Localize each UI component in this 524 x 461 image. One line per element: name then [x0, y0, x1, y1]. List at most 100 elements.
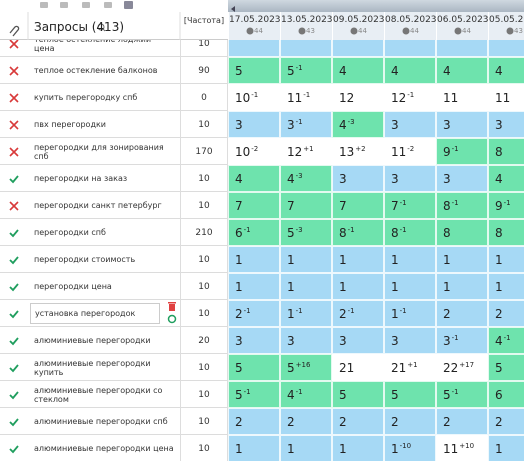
position-change: -2: [251, 144, 259, 153]
position-change: -1: [451, 198, 459, 207]
position: 1: [235, 441, 243, 456]
position: 4: [495, 333, 503, 348]
position-cell: 1: [332, 435, 384, 461]
position-cell: 11 +10: [436, 435, 488, 461]
status-on[interactable]: [8, 443, 20, 455]
position: 3: [495, 117, 503, 132]
query-text: перегородки стоимость: [34, 255, 136, 264]
position-change: -1: [295, 306, 303, 315]
position-cell: 1: [436, 273, 488, 300]
query-row: перегородки на заказ 10: [0, 165, 228, 192]
position-cell: 7: [228, 192, 280, 219]
position-cell: 1: [488, 246, 524, 273]
position-change: -1: [503, 333, 511, 342]
position: 3: [339, 333, 347, 348]
status-off[interactable]: [8, 38, 20, 50]
frequency: 10: [180, 111, 228, 138]
position-change: -1: [251, 90, 259, 99]
position-cell: 1 -10: [384, 435, 436, 461]
query-text: перегородки спб: [34, 228, 106, 237]
date-column-header: 06.05.2023 44: [436, 12, 489, 40]
position: 8: [495, 225, 503, 240]
query-text: перегородки цена: [34, 282, 112, 291]
position-change: -1: [347, 225, 355, 234]
position-cell: 1: [280, 273, 332, 300]
scroll-arrow[interactable]: [228, 3, 238, 15]
position-cell: 1: [228, 273, 280, 300]
toolbar-icons: [40, 1, 133, 9]
position-cell: 5 +16: [280, 354, 332, 381]
position-cell: 4: [436, 57, 488, 84]
position-cell: 1: [332, 246, 384, 273]
date-label: 05.05.2023: [489, 15, 524, 25]
scrollbar[interactable]: [228, 0, 524, 12]
position-cell: 1: [228, 246, 280, 273]
position: 1: [495, 441, 503, 456]
query-row: перегородки стоимость 10: [0, 246, 228, 273]
position: 2: [495, 414, 503, 429]
position-change: -1: [407, 90, 415, 99]
position-cell: 5 -1: [436, 381, 488, 408]
status-on[interactable]: [8, 173, 20, 185]
position-cell: 4 -3: [332, 111, 384, 138]
position-cell: 11: [488, 84, 524, 111]
position: 4: [339, 117, 347, 132]
position-cell: 22 +17: [436, 354, 488, 381]
position: 9: [443, 144, 451, 159]
position-cell: 2: [488, 408, 524, 435]
status-off[interactable]: [8, 119, 20, 131]
position-cell: 3: [384, 327, 436, 354]
position: 21: [339, 360, 355, 375]
search-icon[interactable]: [97, 23, 105, 31]
position: 1: [235, 279, 243, 294]
status-on[interactable]: [8, 254, 20, 266]
position-cell: 5: [228, 57, 280, 84]
frequency-header[interactable]: [Частота]: [183, 16, 225, 25]
status-off[interactable]: [8, 65, 20, 77]
position: 9: [495, 198, 503, 213]
status-off[interactable]: [8, 146, 20, 158]
position: 7: [339, 198, 347, 213]
header-left: Запросы (413) [Частота]: [0, 0, 228, 40]
position: 3: [443, 117, 451, 132]
status-on[interactable]: [8, 308, 20, 320]
position-cell: 8: [488, 219, 524, 246]
status-on[interactable]: [8, 362, 20, 374]
frequency: 10: [180, 300, 228, 327]
count-icon: [454, 27, 462, 35]
position: 3: [287, 333, 295, 348]
position-cell: 10 -2: [228, 138, 280, 165]
date-count: 43: [306, 27, 315, 35]
status-on[interactable]: [8, 335, 20, 347]
status-on[interactable]: [8, 281, 20, 293]
date-count-row: 43: [489, 27, 524, 35]
position: 1: [339, 252, 347, 267]
position-cell: 1: [384, 246, 436, 273]
status-on[interactable]: [8, 389, 20, 401]
frequency: 170: [180, 138, 228, 165]
position: 1: [339, 441, 347, 456]
frequency: 10: [180, 30, 228, 57]
position: 11: [443, 441, 459, 456]
position-change: -1: [243, 387, 251, 396]
position-cell: 3: [332, 327, 384, 354]
row-actions[interactable]: [166, 301, 178, 325]
position: 7: [287, 198, 295, 213]
position: 10: [235, 144, 251, 159]
position-change: -1: [451, 144, 459, 153]
status-off[interactable]: [8, 92, 20, 104]
position-cell: 1: [280, 246, 332, 273]
frequency: 210: [180, 219, 228, 246]
status-on[interactable]: [8, 416, 20, 428]
position: 12: [391, 90, 407, 105]
position: 11: [391, 144, 407, 159]
query-row: перегородки санкт петербург 10: [0, 192, 228, 219]
position-cell: 4: [488, 57, 524, 84]
status-off[interactable]: [8, 200, 20, 212]
status-on[interactable]: [8, 227, 20, 239]
position-cell: 3 -1: [436, 327, 488, 354]
position-cell: 3: [280, 327, 332, 354]
query-row: пвх перегородки 10: [0, 111, 228, 138]
position-change: -1: [399, 198, 407, 207]
